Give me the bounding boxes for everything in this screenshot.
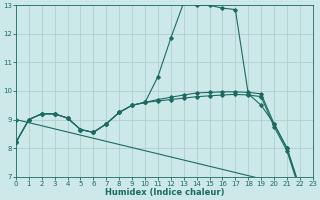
X-axis label: Humidex (Indice chaleur): Humidex (Indice chaleur) xyxy=(105,188,224,197)
